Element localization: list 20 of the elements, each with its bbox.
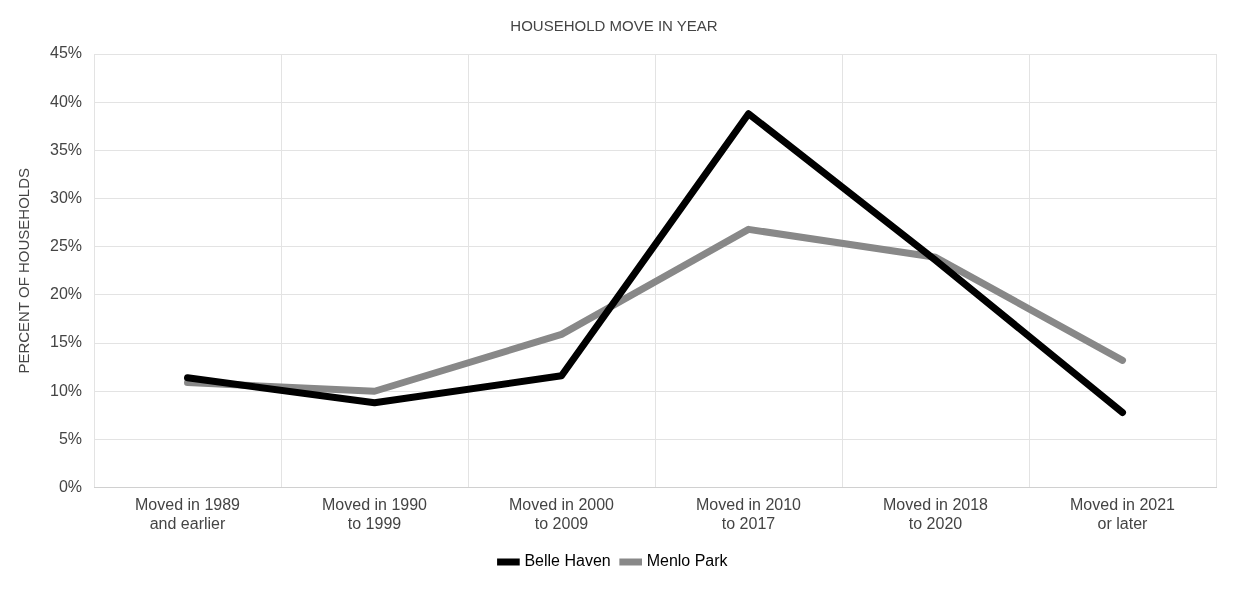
y-tick-label: 25% <box>49 237 83 255</box>
legend-label: Menlo Park <box>646 552 729 570</box>
y-tick-label: 35% <box>49 140 83 158</box>
y-tick-label: 15% <box>49 333 83 351</box>
y-tick-label: 20% <box>49 285 83 303</box>
y-tick-label: 40% <box>49 92 83 110</box>
y-tick-label: 30% <box>49 188 83 206</box>
x-tick-label: Moved in 2021 or later <box>1070 495 1176 532</box>
x-tick-label: Moved in 1989 and earlier <box>135 495 241 532</box>
y-tick-label: 5% <box>58 429 83 447</box>
x-tick-label: Moved in 2018 to 2020 <box>883 495 989 532</box>
legend-label: Belle Haven <box>524 552 611 570</box>
y-tick-label: 0% <box>58 478 83 496</box>
y-tick-label: 45% <box>49 44 83 62</box>
x-tick-label: Moved in 2000 to 2009 <box>509 495 615 532</box>
y-tick-label: 10% <box>49 381 83 399</box>
y-axis-title: PERCENT OF HOUSEHOLDS <box>15 168 33 374</box>
x-tick-label: Moved in 1990 to 1999 <box>322 495 428 532</box>
chart-title: HOUSEHOLD MOVE IN YEAR <box>510 17 718 35</box>
x-tick-label: Moved in 2010 to 2017 <box>696 495 802 532</box>
